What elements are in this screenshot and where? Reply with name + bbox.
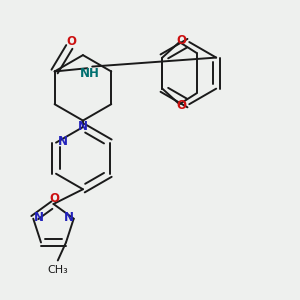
Text: O: O [66, 34, 76, 48]
Text: O: O [176, 34, 186, 47]
Text: N: N [78, 120, 88, 133]
Text: N: N [64, 211, 74, 224]
Text: NH: NH [80, 67, 100, 80]
Text: O: O [50, 192, 59, 205]
Text: N: N [34, 211, 44, 224]
Text: CH₃: CH₃ [47, 266, 68, 275]
Text: O: O [176, 99, 186, 112]
Text: N: N [58, 134, 68, 148]
